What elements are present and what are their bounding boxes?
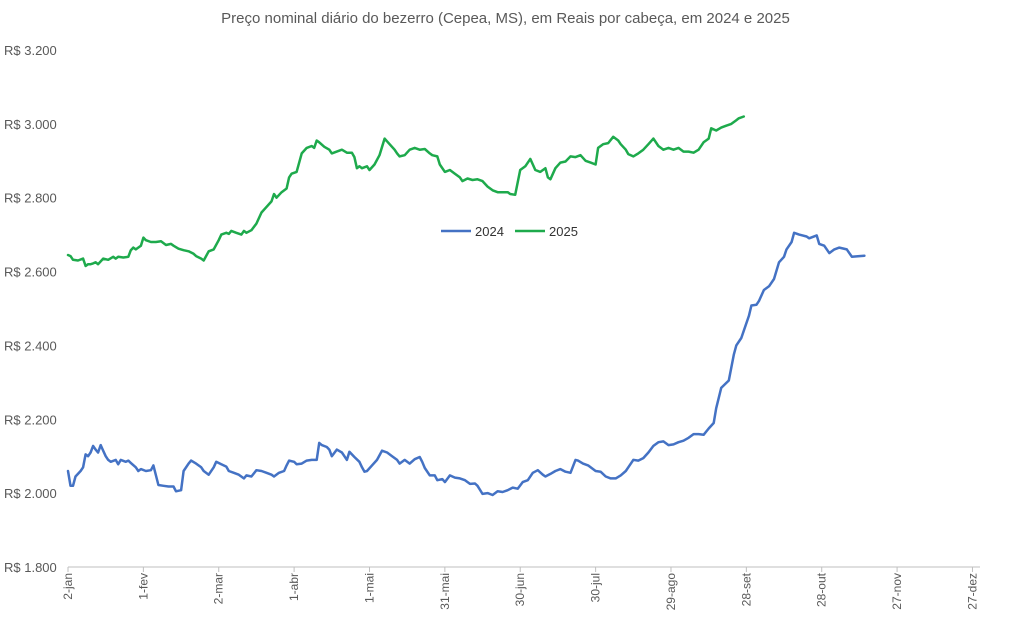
y-axis-labels: R$ 1.800 R$ 2.000 R$ 2.200 R$ 2.400 R$ 2.600… xyxy=(4,43,57,575)
x-tick-label: 31-mai xyxy=(438,573,452,610)
legend-label-2024: 2024 xyxy=(475,224,504,239)
y-tick-label: R$ 3.200 xyxy=(4,43,57,58)
series-lines xyxy=(66,115,866,497)
x-tick-label: 1-fev xyxy=(136,573,150,600)
x-tick-label: 29-ago xyxy=(664,573,678,611)
x-tick-label: 28-out xyxy=(815,572,829,607)
x-tick-label: 28-set xyxy=(739,572,753,606)
x-tick-label: 2-mar xyxy=(212,573,226,604)
y-tick-label: R$ 2.000 xyxy=(4,486,57,501)
x-tick-label: 30-jun xyxy=(513,573,527,606)
y-tick-label: R$ 2.600 xyxy=(4,265,57,280)
y-tick-label: R$ 2.400 xyxy=(4,338,57,353)
y-tick-label: R$ 3.000 xyxy=(4,117,57,132)
x-tick-label: 1-mai xyxy=(362,573,376,603)
legend-label-2025: 2025 xyxy=(549,224,578,239)
legend: 2024 2025 xyxy=(441,224,578,239)
x-axis: 2-jan 1-fev 2-mar 1-abr 1-mai 31-mai 30-jun 30-… xyxy=(61,566,980,611)
chart-title: Preço nominal diário do bezerro (Cepea, … xyxy=(221,10,790,27)
x-tick-label: 1-abr xyxy=(287,573,301,601)
x-tick-label: 30-jul xyxy=(589,573,603,602)
y-tick-label: R$ 1.800 xyxy=(4,560,57,575)
y-tick-label: R$ 2.200 xyxy=(4,412,57,427)
x-tick-label: 27-dez xyxy=(965,573,979,610)
series-line-2025 xyxy=(66,115,746,268)
y-tick-label: R$ 2.800 xyxy=(4,191,57,206)
series-line-2024 xyxy=(66,231,866,497)
x-tick-label: 2-jan xyxy=(61,573,75,600)
x-tick-label: 27-nov xyxy=(890,573,904,610)
